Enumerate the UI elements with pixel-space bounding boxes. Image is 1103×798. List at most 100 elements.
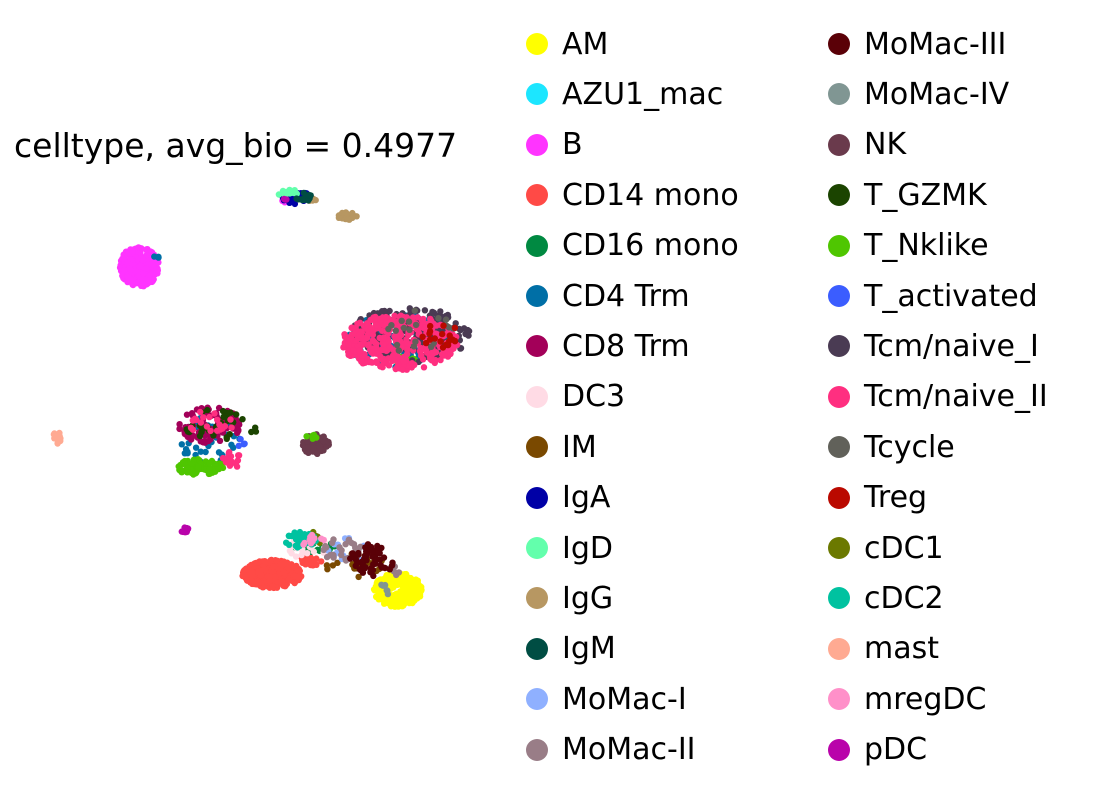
scatter-point — [149, 270, 156, 277]
scatter-point — [427, 322, 434, 330]
scatter-point — [311, 557, 319, 564]
series-b — [116, 194, 288, 290]
scatter-point — [176, 421, 183, 428]
series-igg — [306, 195, 360, 223]
scatter-point — [392, 327, 399, 334]
scatter-point — [386, 307, 393, 315]
scatter-point — [445, 324, 453, 331]
scatter-point — [205, 437, 212, 445]
scatter-point — [266, 577, 273, 584]
legend-label: mast — [864, 631, 939, 667]
scatter-point — [189, 417, 196, 424]
scatter-point — [211, 410, 218, 417]
scatter-point — [405, 318, 413, 325]
legend-entry: AZU1_mac — [526, 74, 723, 114]
legend-label: Tcm/naive_I — [864, 328, 1039, 364]
scatter-point — [291, 187, 298, 194]
scatter-point — [404, 346, 411, 353]
scatter-point — [365, 341, 372, 348]
scatter-point — [380, 596, 387, 603]
scatter-point — [443, 341, 450, 348]
legend-label: IM — [562, 429, 597, 465]
legend-label: IgA — [562, 480, 611, 516]
scatter-point — [228, 424, 235, 431]
scatter-point — [363, 550, 370, 558]
scatter-point — [419, 333, 426, 340]
scatter-point — [380, 334, 387, 341]
scatter-point — [198, 428, 205, 436]
scatter-point — [435, 315, 442, 322]
scatter-point — [411, 361, 418, 368]
scatter-point — [285, 576, 292, 584]
scatter-point — [267, 557, 274, 564]
scatter-point — [217, 426, 224, 433]
scatter-point — [376, 545, 384, 553]
legend-marker-icon — [526, 335, 548, 358]
scatter-point — [203, 423, 211, 430]
scatter-point — [380, 554, 388, 561]
legend-entry: DC3 — [526, 377, 625, 417]
scatter-point — [426, 336, 434, 343]
scatter-point — [226, 431, 233, 438]
scatter-point — [241, 566, 248, 574]
series-momac-iv — [378, 581, 392, 598]
scatter-point — [358, 558, 365, 565]
legend-label: Tcm/naive_II — [864, 379, 1048, 415]
legend-label: Tcycle — [864, 429, 955, 465]
scatter-point — [404, 350, 411, 358]
legend-marker-icon — [526, 436, 548, 459]
scatter-point — [275, 191, 283, 198]
scatter-point — [344, 216, 352, 223]
scatter-point — [239, 416, 246, 423]
legend-entry: IgM — [526, 629, 616, 669]
legend-entry: CD4 Trm — [526, 276, 690, 316]
scatter-point — [367, 569, 374, 576]
scatter-point — [323, 553, 331, 561]
legend-entry: B — [526, 125, 583, 165]
legend-marker-icon — [828, 587, 850, 610]
scatter-point — [246, 569, 253, 576]
scatter-point — [370, 586, 378, 593]
scatter-point — [257, 572, 265, 579]
scatter-point — [216, 437, 224, 444]
legend-entry: MoMac-IV — [828, 74, 1009, 114]
scatter-point — [369, 548, 376, 555]
legend-marker-icon — [526, 537, 548, 559]
legend-label: T_GZMK — [864, 177, 987, 213]
scatter-point — [369, 331, 377, 339]
scatter-point — [143, 246, 150, 254]
scatter-point — [126, 264, 133, 272]
scatter-point — [296, 567, 303, 574]
scatter-point — [207, 427, 214, 434]
scatter-point — [320, 546, 327, 554]
scatter-point — [215, 449, 223, 456]
scatter-point — [457, 326, 464, 334]
scatter-point — [223, 459, 230, 466]
scatter-point — [417, 344, 424, 352]
scatter-point — [400, 599, 407, 606]
scatter-point — [299, 442, 307, 449]
legend-label: AZU1_mac — [562, 76, 724, 112]
legend-entry: IM — [526, 427, 597, 467]
scatter-point — [421, 324, 429, 332]
scatter-point — [342, 209, 350, 216]
scatter-point — [377, 363, 384, 370]
scatter-point — [419, 356, 427, 363]
scatter-point — [385, 362, 393, 369]
legend-label: IgM — [562, 631, 616, 667]
scatter-point — [368, 349, 375, 356]
legend-marker-icon — [526, 738, 548, 761]
scatter-point — [465, 327, 473, 335]
scatter-point — [349, 209, 356, 217]
chart-title: celltype, avg_bio = 0.4977 — [14, 126, 458, 165]
scatter-point — [345, 351, 352, 359]
legend-label: CD16 mono — [562, 228, 739, 264]
legend-marker-icon — [828, 486, 850, 509]
scatter-point — [288, 550, 295, 557]
legend-label: MoMac-III — [864, 26, 1007, 62]
scatter-point — [359, 353, 366, 360]
scatter-point — [150, 276, 157, 283]
legend-label: IgG — [562, 580, 614, 616]
scatter-point — [292, 553, 300, 560]
scatter-point — [197, 448, 204, 455]
